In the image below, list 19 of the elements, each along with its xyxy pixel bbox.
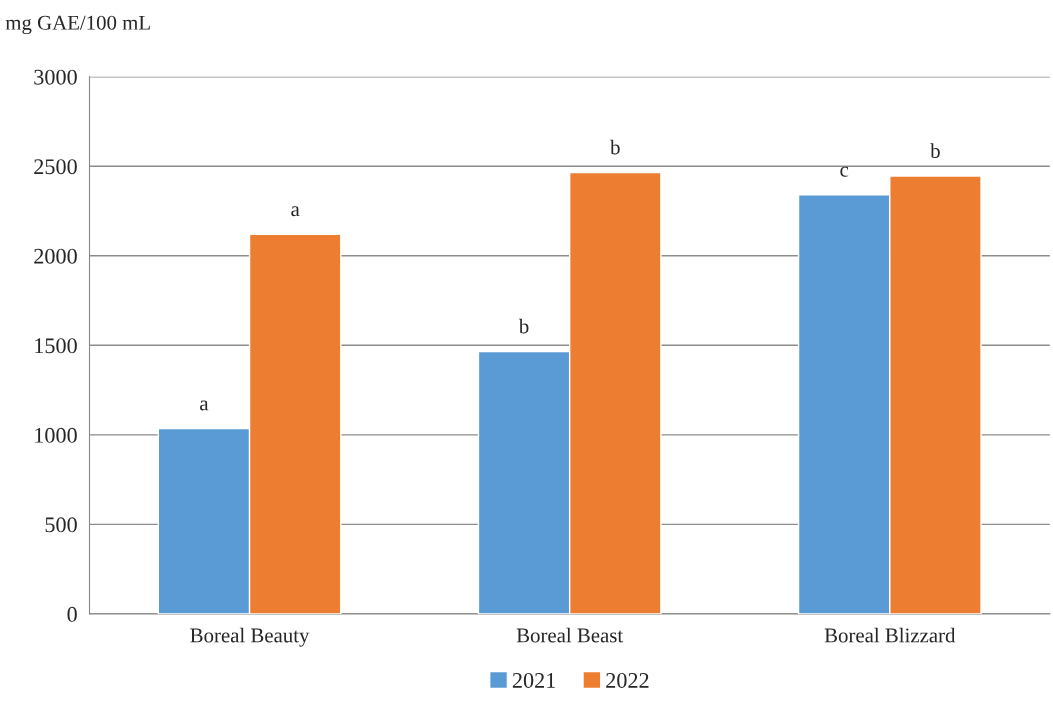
y-tick-label: 0	[67, 606, 77, 622]
data-label: b	[610, 139, 620, 155]
data-label: b	[930, 143, 940, 158]
x-tick-label: Boreal Beauty	[190, 627, 310, 647]
x-tick-label: Boreal Blizzard	[824, 627, 956, 643]
x-tick-label: Boreal Beast	[516, 627, 624, 643]
legend-label: 2022	[606, 672, 649, 688]
legend-label: 2021	[512, 672, 556, 688]
y-tick-label: 3000	[34, 69, 77, 85]
y-tick-label: 500	[45, 517, 77, 533]
y-tick-label: 2500	[34, 159, 77, 175]
data-label: a	[291, 206, 300, 217]
data-label: a	[200, 400, 209, 411]
data-label: b	[518, 318, 529, 334]
y-tick-label: 1000	[35, 427, 77, 443]
y-tick-label: 1500	[35, 338, 77, 354]
y-axis-title: mg GAE/100 mL	[5, 15, 150, 35]
data-label: c	[840, 166, 849, 177]
y-tick-label: 2000	[34, 248, 77, 264]
